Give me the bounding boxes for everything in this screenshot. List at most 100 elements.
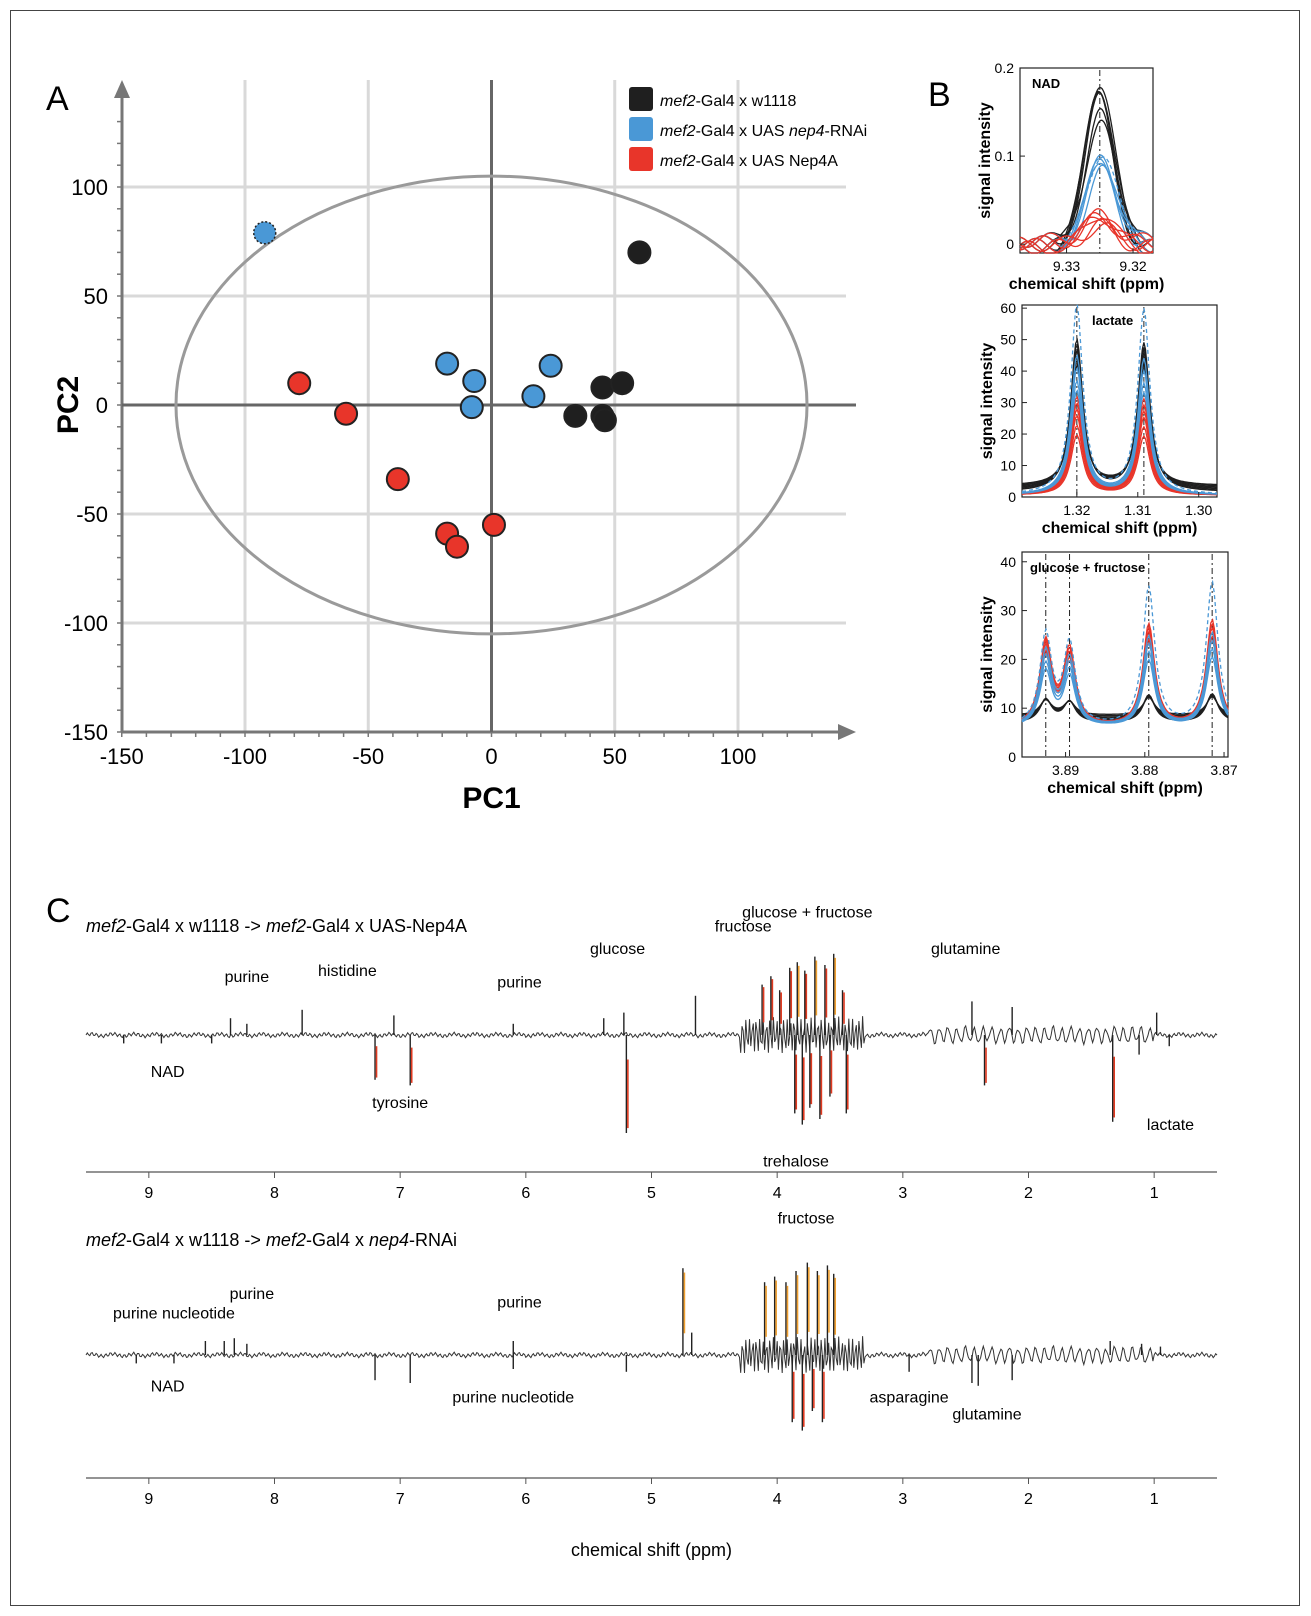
x-tick-label: 8 — [270, 1491, 279, 1508]
peak-label: purine nucleotide — [452, 1390, 574, 1407]
spectrum-trace — [1021, 358, 1218, 487]
y-axis-arrow — [114, 80, 130, 98]
x-tick-label: 9 — [144, 1185, 153, 1202]
data-point — [521, 384, 546, 409]
x-tick-label: 0 — [485, 744, 497, 769]
data-point — [481, 512, 506, 537]
x-tick-label: 4 — [773, 1491, 782, 1508]
legend-label: mef2-Gal4 x UAS Nep4A — [660, 153, 838, 170]
spectrum-baseline — [85, 1336, 1218, 1374]
x-axis-label: chemical shift (ppm) — [1047, 780, 1203, 797]
x-axis-label: chemical shift (ppm) — [1009, 276, 1165, 293]
x-tick-label: 3.87 — [1210, 762, 1237, 778]
y-tick-label: 0 — [1006, 236, 1014, 252]
spectrum-trace — [1021, 655, 1229, 724]
data-point — [435, 351, 460, 376]
scatter-panel-a: -150 -100 -50 0 50 100 100 50 0 -50 -100 -150 PC1 PC2… — [52, 80, 867, 815]
x-tick-label: 8 — [270, 1185, 279, 1202]
x-tick-label: 3.88 — [1131, 762, 1158, 778]
panel-label-c: C — [46, 892, 71, 930]
y-tick-label: 40 — [1000, 554, 1016, 570]
y-tick-label: 0.1 — [995, 148, 1015, 164]
panel-label-b: B — [928, 76, 951, 114]
x-tick-label: 9 — [144, 1491, 153, 1508]
spectrum-trace — [1019, 156, 1154, 254]
plot-frame — [1021, 551, 1229, 758]
y-tick-label: 0 — [96, 393, 108, 418]
spectrum-trace — [1021, 647, 1229, 724]
y-tick-label: 0 — [1008, 749, 1016, 765]
x-tick-label: 1 — [1150, 1185, 1159, 1202]
x-tick-label: -100 — [223, 744, 267, 769]
spectrum-panel-c1: mef2-Gal4 x w1118 -> mef2-Gal4 x UAS-Nep… — [85, 904, 1218, 1202]
spectrum-trace — [1019, 208, 1154, 248]
peak-label: lactate — [1147, 1117, 1194, 1134]
spectrum-panel-b2: 1.32 1.31 1.30 0 10 20 30 40 50 60 chemical shift … — [979, 300, 1218, 537]
x-tick-label: -150 — [100, 744, 144, 769]
y-tick-label: 100 — [71, 175, 108, 200]
peak-label: purine — [497, 974, 542, 991]
x-tick-label: 6 — [521, 1491, 530, 1508]
peak-label: fructose — [778, 1210, 835, 1227]
x-axis-label: chemical shift (ppm) — [571, 1540, 732, 1560]
y-tick-label: 50 — [1000, 332, 1016, 348]
legend-swatch — [629, 117, 653, 141]
y-axis-label: signal intensity — [977, 102, 994, 219]
spectrum-trace — [1019, 217, 1154, 254]
spectrum-trace — [1021, 304, 1218, 494]
plot-frame — [1021, 304, 1218, 498]
x-tick-label: 2 — [1024, 1185, 1033, 1202]
x-axis-arrow — [838, 724, 856, 740]
peak-label: purine — [225, 969, 270, 986]
legend-swatch — [629, 87, 653, 111]
plot-frame — [1019, 67, 1154, 254]
peak-label: tyrosine — [372, 1095, 428, 1112]
peak-label: trehalose — [763, 1154, 829, 1171]
y-axis-label: signal intensity — [979, 596, 996, 713]
x-tick-label: 7 — [396, 1491, 405, 1508]
y-tick-label: 30 — [1000, 395, 1016, 411]
y-tick-label: 50 — [84, 284, 108, 309]
y-tick-label: -100 — [64, 611, 108, 636]
spectrum-trace — [1019, 222, 1154, 252]
y-tick-label: 0.2 — [995, 60, 1015, 76]
spectrum-trace — [1021, 639, 1229, 723]
data-point — [334, 401, 359, 426]
spectrum-trace — [1021, 342, 1218, 490]
x-tick-label: 7 — [396, 1185, 405, 1202]
peak-annotation: lactate — [1092, 313, 1133, 328]
peak-label: purine — [230, 1286, 275, 1303]
peak-label: histidine — [318, 963, 377, 980]
spectrum-trace — [1021, 348, 1217, 489]
outlier-point — [252, 221, 277, 245]
spectrum-baseline — [85, 1016, 1218, 1054]
legend-swatch — [629, 147, 653, 171]
data-point — [563, 403, 588, 428]
peak-label: glucose + fructose — [742, 904, 872, 921]
y-tick-label: 10 — [1000, 700, 1016, 716]
x-tick-label: 5 — [647, 1185, 656, 1202]
x-tick-label: 3.89 — [1052, 762, 1079, 778]
data-point — [444, 534, 469, 559]
x-tick-label: 1.31 — [1124, 502, 1151, 518]
data-point — [287, 371, 312, 396]
peak-label: NAD — [151, 1064, 185, 1081]
x-tick-label: 9.33 — [1053, 258, 1080, 274]
peak-label: glucose — [590, 941, 645, 958]
spectrum-title: mef2-Gal4 x w1118 -> mef2-Gal4 x nep4-RN… — [86, 1230, 457, 1250]
spectrum-trace — [1021, 353, 1218, 488]
x-tick-label: 50 — [603, 744, 627, 769]
peak-label: purine nucleotide — [113, 1306, 235, 1323]
legend-label: mef2-Gal4 x UAS nep4-RNAi — [660, 123, 867, 140]
data-point — [627, 240, 652, 265]
y-tick-label: 60 — [1000, 300, 1016, 316]
x-tick-label: 4 — [773, 1185, 782, 1202]
x-axis-label: chemical shift (ppm) — [1042, 520, 1198, 537]
x-tick-label: 9.32 — [1119, 258, 1146, 274]
data-point — [538, 353, 563, 378]
spectrum-trace — [1021, 433, 1217, 496]
x-tick-label: 2 — [1024, 1491, 1033, 1508]
spectrum-trace — [1021, 579, 1229, 720]
peak-annotation: NAD — [1032, 76, 1060, 91]
